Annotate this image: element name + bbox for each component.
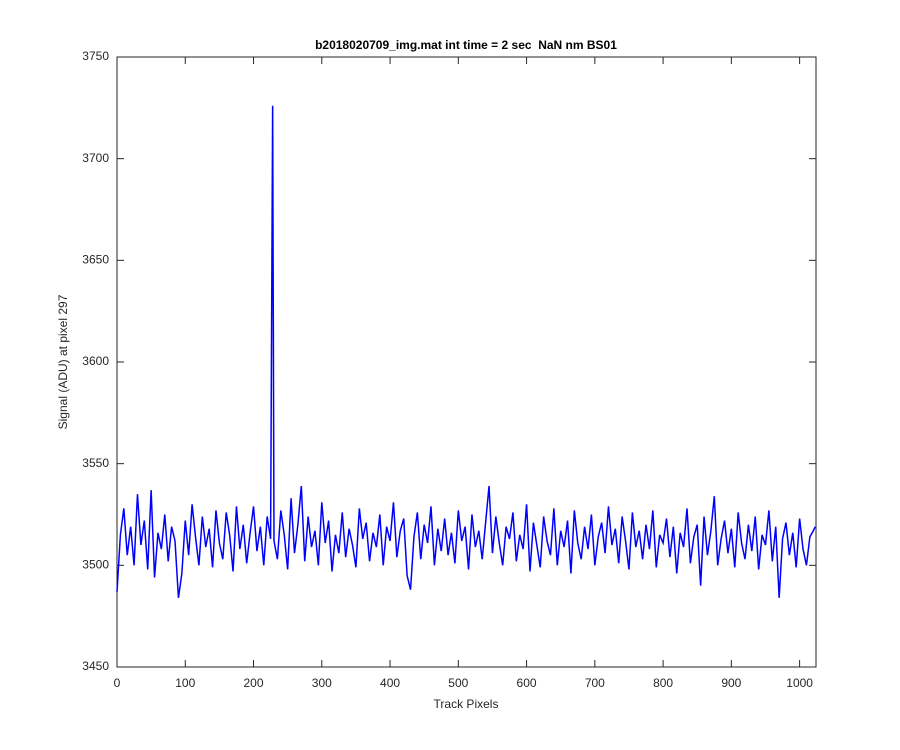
x-tick-label: 900 <box>721 676 741 690</box>
x-tick-label: 1000 <box>786 676 813 690</box>
y-tick-label: 3600 <box>82 354 109 368</box>
y-tick-label: 3650 <box>82 253 109 267</box>
x-tick-label: 300 <box>312 676 332 690</box>
x-tick-label: 100 <box>175 676 195 690</box>
x-tick-label: 800 <box>653 676 673 690</box>
y-tick-label: 3550 <box>82 456 109 470</box>
x-tick-label: 0 <box>114 676 121 690</box>
data-line <box>116 105 816 598</box>
axes-box <box>116 56 817 668</box>
x-tick-label: 200 <box>244 676 264 690</box>
x-axis-label: Track Pixels <box>434 697 499 711</box>
y-tick-label: 3700 <box>82 151 109 165</box>
x-tick-label: 400 <box>380 676 400 690</box>
y-tick-label: 3750 <box>82 49 109 63</box>
y-tick-label: 3500 <box>82 558 109 572</box>
chart-title: b2018020709_img.mat int time = 2 sec NaN… <box>315 38 617 52</box>
y-tick-label: 3450 <box>82 659 109 673</box>
x-tick-label: 700 <box>585 676 605 690</box>
x-tick-label: 500 <box>448 676 468 690</box>
x-tick-label: 600 <box>517 676 537 690</box>
y-axis-label: Signal (ADU) at pixel 297 <box>56 294 70 429</box>
